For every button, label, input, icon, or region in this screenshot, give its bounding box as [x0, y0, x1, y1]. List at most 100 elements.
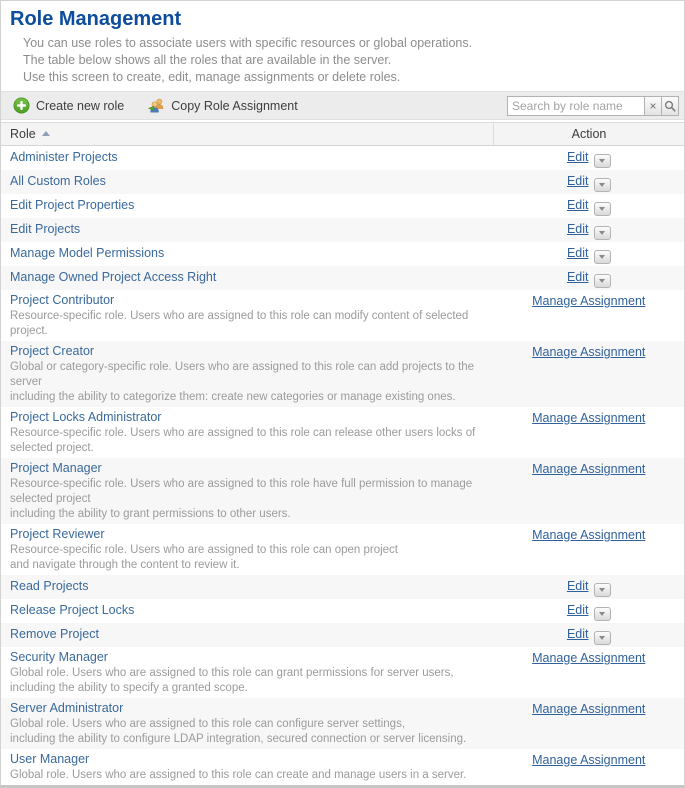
edit-menu-button[interactable]	[593, 631, 611, 645]
copy-role-users-icon	[148, 97, 165, 114]
edit-menu-button[interactable]	[593, 583, 611, 597]
column-header-role[interactable]: Role	[1, 122, 494, 146]
edit-link[interactable]: Edit	[566, 198, 589, 212]
table-row: Project Reviewer Resource-specific role. …	[1, 524, 684, 575]
role-name-link[interactable]: Edit Project Properties	[10, 198, 135, 212]
role-cell: Read Projects	[1, 575, 494, 599]
table-row: User Manager Global role. Users who are a…	[1, 749, 684, 785]
edit-link[interactable]: Edit	[566, 174, 589, 188]
edit-link[interactable]: Edit	[566, 579, 589, 593]
manage-assignment-link[interactable]: Manage Assignment	[532, 528, 646, 542]
edit-menu-button[interactable]	[593, 226, 611, 240]
intro-text: You can use roles to associate users wit…	[23, 35, 684, 86]
role-cell: User Manager Global role. Users who are a…	[1, 749, 494, 785]
role-cell: Remove Project	[1, 623, 494, 647]
role-name-link[interactable]: Project Locks Administrator	[10, 410, 162, 424]
edit-link[interactable]: Edit	[566, 222, 589, 236]
role-name-link[interactable]: Server Administrator	[10, 701, 124, 715]
chevron-down-icon	[599, 207, 606, 211]
role-cell: Manage Owned Project Access Right	[1, 266, 494, 290]
role-name-link[interactable]: Remove Project	[10, 627, 99, 641]
intro-line: You can use roles to associate users wit…	[23, 36, 473, 50]
role-name-link[interactable]: Release Project Locks	[10, 603, 135, 617]
chevron-down-icon	[599, 255, 606, 259]
role-name-link[interactable]: Read Projects	[10, 579, 89, 593]
edit-link[interactable]: Edit	[566, 603, 589, 617]
table-body: Administer Projects Edit All Custom Roles E…	[1, 146, 684, 786]
chevron-down-icon	[599, 231, 606, 235]
manage-assignment-link[interactable]: Manage Assignment	[532, 345, 646, 359]
role-name-link[interactable]: Administer Projects	[10, 150, 118, 164]
edit-menu-button[interactable]	[593, 607, 611, 621]
manage-assignment-link[interactable]: Manage Assignment	[532, 702, 646, 716]
table-row: Edit Projects Edit	[1, 218, 684, 242]
role-name-link[interactable]: Project Contributor	[10, 293, 115, 307]
copy-role-assignment-label: Copy Role Assignment	[171, 98, 298, 113]
role-description-line: including the ability to grant permissio…	[10, 508, 291, 520]
role-description-line: including the ability to specify a grant…	[10, 682, 248, 694]
edit-menu-button[interactable]	[593, 178, 611, 192]
role-name-link[interactable]: All Custom Roles	[10, 174, 106, 188]
role-name-link[interactable]: Project Creator	[10, 344, 95, 358]
edit-menu-button[interactable]	[593, 274, 611, 288]
table-row: Manage Owned Project Access Right Edit	[1, 266, 684, 290]
manage-assignment-link[interactable]: Manage Assignment	[532, 294, 646, 308]
edit-link[interactable]: Edit	[566, 246, 589, 260]
action-cell: Edit	[494, 146, 685, 171]
role-cell: Release Project Locks	[1, 599, 494, 623]
role-name-link[interactable]: Project Reviewer	[10, 527, 105, 541]
manage-assignment-link[interactable]: Manage Assignment	[532, 753, 646, 767]
edit-link[interactable]: Edit	[566, 270, 589, 284]
role-description-line: including the ability to categorize them…	[10, 391, 456, 403]
table-row: Project Manager Resource-specific role. U…	[1, 458, 684, 524]
clear-search-button[interactable]: ×	[644, 95, 662, 116]
role-cell: Project Creator Global or category-specif…	[1, 341, 494, 407]
search-button[interactable]	[661, 95, 679, 116]
role-name-link[interactable]: User Manager	[10, 752, 90, 766]
role-description-line: Global role. Users who are assigned to t…	[10, 769, 467, 781]
role-description-line: Resource-specific role. Users who are as…	[10, 427, 476, 454]
search-input[interactable]	[507, 95, 645, 116]
role-cell: Server Administrator Global role. Users w…	[1, 698, 494, 749]
edit-link[interactable]: Edit	[566, 150, 589, 164]
table-row: Manage Model Permissions Edit	[1, 242, 684, 266]
manage-assignment-link[interactable]: Manage Assignment	[532, 651, 646, 665]
action-cell: Manage Assignment	[494, 698, 685, 749]
role-description-line: and navigate through the content to revi…	[10, 559, 240, 571]
edit-menu-button[interactable]	[593, 202, 611, 216]
role-name-link[interactable]: Manage Owned Project Access Right	[10, 270, 217, 284]
chevron-down-icon	[599, 636, 606, 640]
table-row: Release Project Locks Edit	[1, 599, 684, 623]
edit-menu-button[interactable]	[593, 250, 611, 264]
edit-menu-button[interactable]	[593, 154, 611, 168]
create-new-role-label: Create new role	[36, 98, 125, 113]
action-cell: Manage Assignment	[494, 290, 685, 341]
action-cell: Manage Assignment	[494, 407, 685, 458]
table-row: Remove Project Edit	[1, 623, 684, 647]
role-name-link[interactable]: Edit Projects	[10, 222, 81, 236]
role-name-link[interactable]: Manage Model Permissions	[10, 246, 165, 260]
toolbar: Create new role Copy Role Assignment ×	[1, 91, 684, 120]
role-name-link[interactable]: Security Manager	[10, 650, 108, 664]
role-name-link[interactable]: Project Manager	[10, 461, 102, 475]
table-row: Edit Project Properties Edit	[1, 194, 684, 218]
table-row: Administer Projects Edit	[1, 146, 684, 171]
copy-role-assignment-button[interactable]: Copy Role Assignment	[142, 95, 303, 116]
manage-assignment-link[interactable]: Manage Assignment	[532, 411, 646, 425]
plus-circle-icon	[13, 97, 30, 114]
action-cell: Edit	[494, 266, 685, 290]
column-header-role-label: Role	[10, 127, 36, 141]
role-cell: Security Manager Global role. Users who a…	[1, 647, 494, 698]
create-new-role-button[interactable]: Create new role	[7, 95, 130, 116]
edit-link[interactable]: Edit	[566, 627, 589, 641]
table-row: Security Manager Global role. Users who a…	[1, 647, 684, 698]
role-description-line: Global role. Users who are assigned to t…	[10, 718, 406, 730]
role-description-line: Resource-specific role. Users who are as…	[10, 544, 398, 556]
action-cell: Manage Assignment	[494, 524, 685, 575]
chevron-down-icon	[599, 159, 606, 163]
role-description-line: Resource-specific role. Users who are as…	[10, 478, 473, 505]
clear-x-icon: ×	[649, 98, 657, 113]
manage-assignment-link[interactable]: Manage Assignment	[532, 462, 646, 476]
action-cell: Manage Assignment	[494, 647, 685, 698]
